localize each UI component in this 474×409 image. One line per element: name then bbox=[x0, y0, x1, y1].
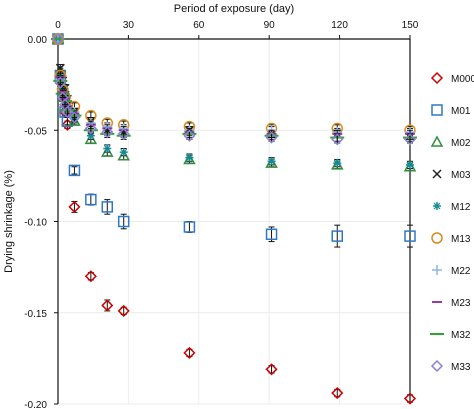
legend-label-m13: M13 bbox=[451, 234, 471, 245]
series-m33-point bbox=[84, 122, 97, 135]
series-m000-point bbox=[183, 346, 196, 359]
series-m000-point bbox=[265, 363, 278, 376]
x-tick-label: 30 bbox=[123, 20, 135, 31]
legend-label-m03: M03 bbox=[451, 170, 471, 181]
series-m01-point bbox=[265, 228, 278, 241]
legend-item-m000: M000 bbox=[430, 71, 474, 85]
series-m33-point bbox=[183, 129, 196, 142]
legend-item-m13: M13 bbox=[431, 232, 471, 245]
series-m02-point bbox=[183, 152, 196, 165]
series-m12-point bbox=[406, 160, 414, 169]
series-m33 bbox=[51, 32, 417, 146]
y-tick-label: -0.20 bbox=[24, 400, 47, 409]
x-tick-label: 150 bbox=[402, 20, 419, 31]
legend-item-m32: M32 bbox=[430, 330, 471, 341]
y-tick-label: -0.15 bbox=[24, 309, 47, 320]
series-m12-point bbox=[333, 159, 342, 168]
series-m01-point bbox=[183, 221, 196, 233]
legend-item-m12: M12 bbox=[433, 202, 471, 213]
series-m12-point-stroke bbox=[268, 157, 275, 165]
legend-item-m33: M33 bbox=[430, 359, 471, 373]
series-m000-point bbox=[331, 386, 344, 400]
series-m33-point bbox=[68, 111, 81, 124]
series-m22 bbox=[53, 34, 415, 138]
series-m12 bbox=[54, 35, 414, 170]
series-m01-point bbox=[101, 201, 114, 213]
x-tick-label: 0 bbox=[55, 20, 61, 31]
series-m12-point-stroke bbox=[185, 154, 193, 162]
legend-marker-m01 bbox=[431, 104, 443, 116]
series-m12-point-stroke bbox=[406, 161, 414, 169]
grid-layer bbox=[57, 38, 411, 405]
legend-marker-m22 bbox=[432, 265, 442, 275]
series-m13 bbox=[52, 33, 416, 136]
series-m12-point-stroke bbox=[120, 148, 128, 156]
series-m01-point bbox=[117, 215, 130, 228]
series-m12-point-stroke bbox=[333, 159, 341, 167]
legend-label-m23: M23 bbox=[451, 298, 471, 309]
x-tick-label: 60 bbox=[193, 20, 205, 31]
series-m01-point bbox=[404, 230, 416, 242]
legend-label-m33: M33 bbox=[451, 362, 471, 373]
legend-item-m22: M22 bbox=[432, 265, 471, 277]
legend-marker-m12 bbox=[433, 202, 441, 210]
x-tick-label: 120 bbox=[331, 20, 348, 31]
series-m33-point bbox=[117, 127, 130, 140]
legend-marker-m33 bbox=[430, 359, 444, 373]
series-m12-point bbox=[185, 153, 194, 162]
series-m12-point-stroke bbox=[103, 145, 111, 152]
series-m000-point bbox=[84, 270, 97, 283]
series-m02-point bbox=[403, 160, 417, 172]
legend-marker-m03 bbox=[432, 169, 442, 179]
x-axis-title: Period of exposure (day) bbox=[174, 3, 294, 15]
legend-marker-m000 bbox=[430, 71, 444, 85]
series-m33-point bbox=[51, 32, 65, 46]
legend-label-m12: M12 bbox=[451, 202, 471, 213]
legend-label-m000: M000 bbox=[451, 74, 474, 85]
y-axis-title: Drying shrinkage (%) bbox=[3, 170, 15, 273]
axis-layer: 0 30 60 90 120 150 0.00 -0.05 -0.10 -0.15 -0.20 Per… bbox=[3, 3, 419, 409]
legend-layer: M000 M01 M02 M03 M12 M13 M22 M23 M32 M33 bbox=[430, 71, 474, 373]
series-m12-point bbox=[119, 148, 128, 157]
legend-item-m02: M02 bbox=[430, 135, 471, 149]
y-tick-label: -0.05 bbox=[24, 126, 47, 137]
legend-item-m01: M01 bbox=[431, 104, 471, 117]
series-m000-point bbox=[403, 392, 417, 405]
series-m33-point bbox=[265, 131, 278, 144]
legend-label-m02: M02 bbox=[451, 138, 471, 149]
legend-marker-m12-stroke bbox=[433, 202, 441, 210]
series-m000-point bbox=[68, 200, 81, 213]
y-tick-label: -0.10 bbox=[24, 218, 47, 229]
series-m12-point bbox=[103, 144, 112, 153]
legend-item-m23: M23 bbox=[432, 298, 471, 309]
series-m01-point bbox=[331, 230, 344, 242]
series-layer bbox=[51, 32, 417, 405]
series-m000 bbox=[51, 32, 417, 405]
legend-marker-m02 bbox=[430, 135, 444, 147]
series-m33-point bbox=[331, 133, 344, 146]
series-m01-point bbox=[68, 164, 81, 177]
series-m01 bbox=[52, 33, 416, 248]
series-m01-point bbox=[85, 193, 97, 206]
legend-item-m03: M03 bbox=[432, 169, 471, 181]
y-tick-label: 0.00 bbox=[28, 35, 48, 46]
legend-label-m32: M32 bbox=[451, 330, 471, 341]
series-m33-point bbox=[61, 105, 74, 119]
series-m33-point bbox=[403, 133, 417, 146]
series-m02-point bbox=[265, 156, 278, 168]
series-m02-point bbox=[330, 158, 344, 170]
series-m000-point bbox=[117, 304, 130, 317]
series-m000-point bbox=[101, 299, 114, 312]
legend-label-m22: M22 bbox=[451, 266, 471, 277]
legend-marker-m13 bbox=[431, 232, 443, 244]
series-m12-point bbox=[267, 157, 276, 166]
legend-label-m01: M01 bbox=[451, 106, 471, 117]
legend-marker-m03-stroke bbox=[432, 169, 442, 179]
x-tick-label: 90 bbox=[264, 20, 276, 31]
series-m33-point bbox=[54, 76, 67, 89]
series-m33-point bbox=[101, 126, 114, 139]
